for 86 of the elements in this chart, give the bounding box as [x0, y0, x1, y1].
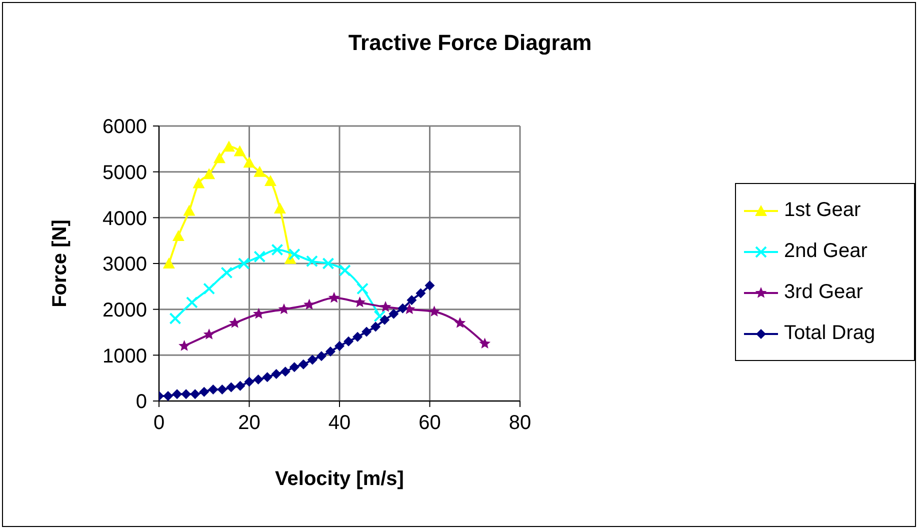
- x-tick-label: 40: [328, 412, 351, 434]
- point: [229, 317, 241, 328]
- point: [344, 336, 354, 346]
- legend-label: 2nd Gear: [784, 240, 868, 263]
- point: [192, 177, 205, 188]
- point: [362, 326, 372, 337]
- point: [190, 389, 200, 400]
- point: [253, 374, 264, 384]
- point: [254, 166, 266, 177]
- point: [380, 314, 390, 325]
- point: [234, 145, 246, 156]
- point: [354, 296, 366, 308]
- point: [338, 264, 351, 276]
- point: [278, 303, 290, 314]
- point: [271, 244, 284, 256]
- point: [334, 341, 344, 351]
- point: [172, 230, 184, 241]
- point: [424, 280, 435, 290]
- point: [262, 372, 272, 382]
- y-tick-label: 3000: [102, 254, 147, 276]
- point: [356, 282, 369, 295]
- point: [253, 308, 264, 319]
- x-tick-label: 60: [418, 412, 441, 434]
- point: [316, 351, 326, 362]
- point: [220, 266, 233, 279]
- point: [235, 380, 246, 391]
- y-tick-label: 5000: [102, 162, 147, 184]
- point: [203, 168, 216, 180]
- x-tick-label: 0: [153, 412, 165, 434]
- point: [304, 298, 315, 310]
- y-tick-label: 2000: [102, 299, 147, 322]
- x-axis-title: Velocity [m/s]: [275, 468, 404, 490]
- point: [280, 366, 290, 377]
- point: [222, 140, 235, 152]
- legend-label: 3rd Gear: [784, 281, 863, 304]
- x-tick-label: 80: [508, 412, 532, 434]
- point: [398, 303, 408, 314]
- point: [217, 384, 228, 395]
- point: [226, 382, 236, 392]
- y-axis-title: Force [N]: [49, 220, 72, 308]
- point: [238, 258, 250, 270]
- point: [325, 346, 336, 356]
- point: [199, 386, 210, 397]
- point: [406, 295, 417, 306]
- point: [264, 175, 276, 186]
- point: [288, 248, 300, 260]
- point: [244, 376, 254, 387]
- point: [307, 354, 318, 365]
- point: [213, 152, 226, 164]
- y-tick-label: 0: [136, 391, 147, 414]
- point: [479, 338, 491, 349]
- chart-title: Tractive Force Diagram: [347, 30, 593, 56]
- point: [380, 301, 392, 312]
- point: [178, 340, 190, 351]
- point: [183, 204, 196, 216]
- point: [328, 292, 340, 303]
- point: [186, 296, 198, 308]
- y-tick-label: 6000: [102, 116, 147, 138]
- point: [289, 362, 300, 372]
- point: [271, 368, 282, 379]
- point: [454, 317, 466, 328]
- point: [243, 156, 256, 168]
- legend-label: 1st Gear: [784, 199, 861, 222]
- point: [370, 322, 381, 332]
- point: [374, 310, 386, 322]
- point: [416, 288, 426, 298]
- point: [172, 389, 182, 400]
- point: [388, 308, 399, 319]
- point: [306, 255, 318, 268]
- y-tick-label: 1000: [102, 345, 147, 368]
- point: [322, 258, 334, 270]
- point: [208, 384, 218, 395]
- y-tick-label: 4000: [102, 208, 147, 230]
- point: [163, 390, 174, 401]
- point: [169, 312, 182, 324]
- point: [298, 359, 308, 370]
- x-tick-label: 20: [238, 412, 260, 434]
- point: [203, 328, 215, 340]
- point: [162, 258, 175, 268]
- point: [428, 306, 440, 316]
- legend-label: Total Drag: [784, 322, 876, 345]
- point: [274, 202, 286, 214]
- point: [254, 250, 266, 263]
- point: [203, 282, 216, 295]
- point: [352, 332, 363, 342]
- point: [181, 389, 192, 400]
